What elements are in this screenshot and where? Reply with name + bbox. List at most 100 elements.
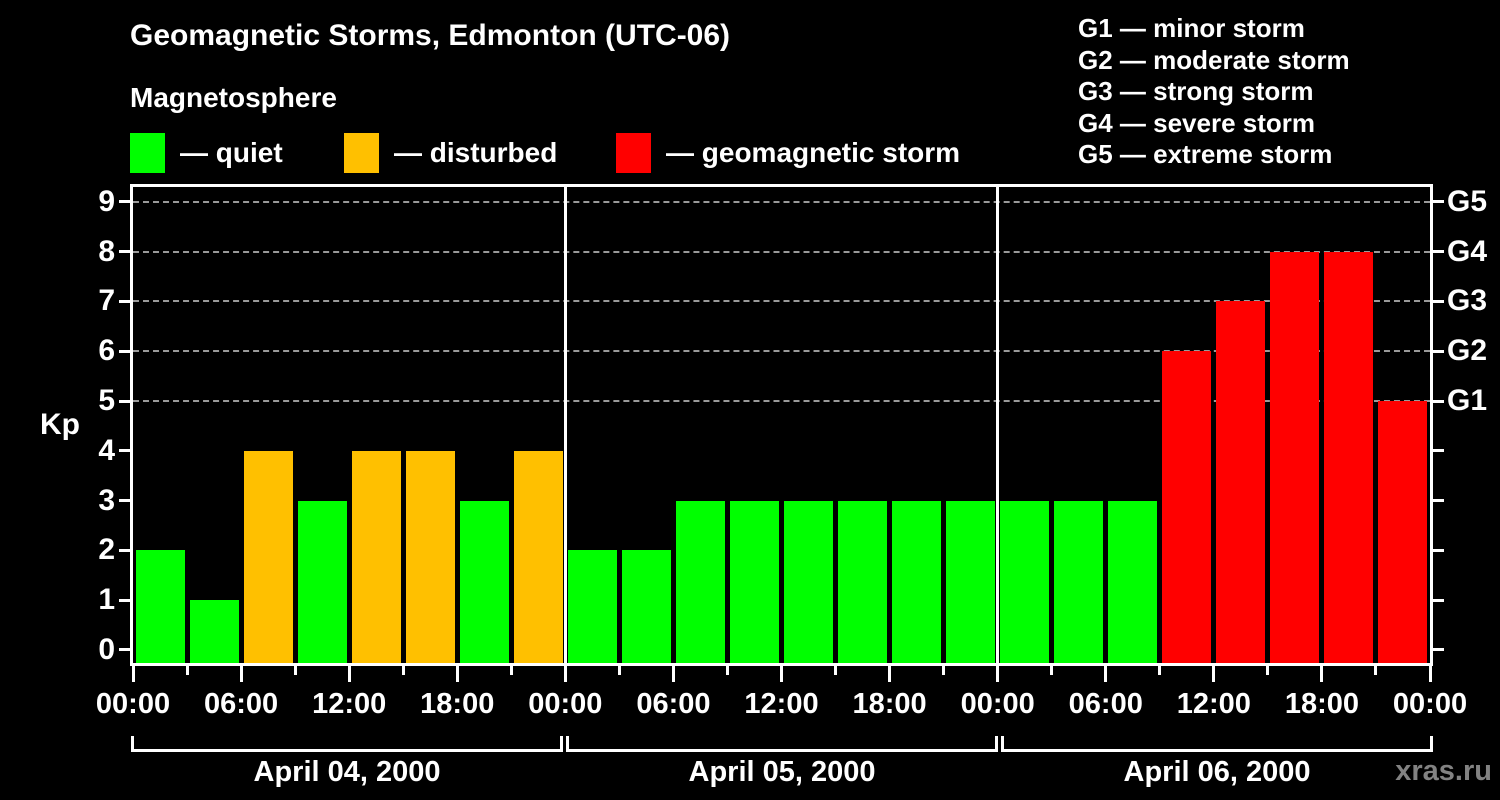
y-tick-label: 1 xyxy=(98,583,115,617)
y-axis-tick xyxy=(119,349,130,353)
kp-bar xyxy=(1108,500,1158,663)
kp-bar xyxy=(729,500,779,663)
kp-bar xyxy=(1162,351,1212,663)
kp-bar xyxy=(946,500,996,663)
y-tick-label: 3 xyxy=(98,483,115,517)
x-tick-label: 06:00 xyxy=(636,688,711,720)
x-axis-tick xyxy=(293,666,297,675)
kp-bar xyxy=(189,600,239,663)
x-axis-tick xyxy=(671,666,675,682)
date-label-day2: April 05, 2000 xyxy=(688,756,876,788)
legend-item-label: — geomagnetic storm xyxy=(666,137,961,168)
y-tick-label: 6 xyxy=(98,334,115,368)
legend-item-label: — disturbed xyxy=(394,137,558,168)
storm-scale-line-g3: G3 — strong storm xyxy=(1078,76,1314,106)
x-axis-tick xyxy=(347,666,351,682)
day-bracket-2 xyxy=(566,736,998,752)
page-title: Geomagnetic Storms, Edmonton (UTC-06) xyxy=(130,19,731,52)
y-axis-title: Kp xyxy=(40,408,80,441)
day-bracket-1 xyxy=(131,736,563,752)
x-axis-tick xyxy=(509,666,513,675)
kp-bar xyxy=(838,500,888,663)
x-axis-tick xyxy=(780,666,783,682)
y-axis-tick xyxy=(119,648,130,652)
x-axis-tick xyxy=(455,666,459,682)
x-tick-label: 18:00 xyxy=(1284,688,1359,720)
y-axis-tick-right xyxy=(1433,499,1444,503)
kp-bar xyxy=(621,550,671,663)
y-tick-label: 0 xyxy=(98,632,115,666)
x-axis-tick xyxy=(1266,666,1270,675)
y-axis-tick xyxy=(119,449,130,453)
y-tick-label: 7 xyxy=(98,284,115,318)
right-axis-label-g5: G5 xyxy=(1447,184,1488,218)
kp-bar xyxy=(1378,401,1428,663)
legend-item-storm: — geomagnetic storm xyxy=(616,133,960,173)
y-axis-tick xyxy=(119,200,130,204)
legend-item-disturbed: — disturbed xyxy=(344,133,557,173)
x-tick-label: 00:00 xyxy=(528,688,603,720)
kp-bar xyxy=(784,500,834,663)
kp-bar xyxy=(1000,500,1050,663)
kp-bar xyxy=(892,500,942,663)
plot-area: 0 1 2 3 4 5 6 7 8 9 G1 G2 G3 G4 G5 00:00 06:00 12:00 18:00… xyxy=(96,185,1487,720)
date-label-day3: April 06, 2000 xyxy=(1123,756,1311,788)
y-axis-tick-right xyxy=(1433,449,1444,453)
storm-scale-line-g1: G1 — minor storm xyxy=(1078,13,1305,43)
x-axis-tick xyxy=(1050,666,1054,675)
day-bracket-3 xyxy=(1001,736,1433,752)
y-axis-tick-right xyxy=(1433,399,1444,403)
disturbed-color-swatch xyxy=(344,133,379,173)
y-axis-tick-right xyxy=(1433,548,1444,552)
right-axis-label-g4: G4 xyxy=(1447,234,1488,268)
kp-bar xyxy=(459,500,509,663)
x-tick-label: 18:00 xyxy=(852,688,927,720)
gridline-kp7 xyxy=(133,300,1430,303)
gridline-kp9 xyxy=(133,200,1430,203)
kp-bar xyxy=(405,450,455,663)
legend-item-quiet: — quiet xyxy=(130,133,283,173)
y-axis-tick-right xyxy=(1433,250,1444,254)
x-tick-label: 00:00 xyxy=(960,688,1035,720)
y-tick-label: 5 xyxy=(98,384,115,418)
gridline-kp6 xyxy=(133,350,1430,353)
x-axis-tick xyxy=(725,666,729,675)
x-axis-tick xyxy=(131,666,135,682)
x-axis-tick xyxy=(888,666,892,682)
x-axis-tick xyxy=(1212,666,1216,682)
y-tick-label: 2 xyxy=(98,533,115,567)
kp-bar xyxy=(135,550,185,663)
legend-heading: Magnetosphere xyxy=(130,82,337,113)
date-label-day1: April 04, 2000 xyxy=(253,756,441,788)
y-axis-tick-right xyxy=(1433,349,1444,353)
x-tick-label: 06:00 xyxy=(1068,688,1143,720)
x-axis-tick xyxy=(1374,666,1378,675)
plot-frame: 0 1 2 3 4 5 6 7 8 9 G1 G2 G3 G4 G5 00:00 06:00 12:00 18:00… xyxy=(96,184,1487,720)
x-axis-tick xyxy=(1320,666,1324,682)
y-axis-tick xyxy=(119,499,130,503)
kp-bar xyxy=(513,450,563,663)
kp-bar xyxy=(1054,500,1104,663)
kp-bar xyxy=(567,550,617,663)
x-tick-label: 06:00 xyxy=(203,688,279,720)
legend-item-label: — quiet xyxy=(180,137,283,168)
kp-bar xyxy=(297,500,347,663)
x-tick-label: 00:00 xyxy=(1392,688,1468,720)
x-tick-label: 12:00 xyxy=(312,688,387,720)
kp-bar xyxy=(243,450,293,663)
kp-bar xyxy=(351,450,401,663)
x-axis-tick xyxy=(1104,666,1108,682)
day-separator xyxy=(996,187,1000,663)
x-tick-label: 00:00 xyxy=(95,688,171,720)
x-axis-tick xyxy=(401,666,405,675)
y-axis-tick xyxy=(119,548,130,552)
x-axis-tick xyxy=(942,666,946,675)
right-axis-label-g1: G1 xyxy=(1447,384,1488,418)
y-tick-label: 9 xyxy=(98,184,115,218)
kp-bar xyxy=(1216,301,1266,663)
x-tick-label: 12:00 xyxy=(1176,688,1251,720)
quiet-color-swatch xyxy=(130,133,165,173)
x-axis-tick xyxy=(996,666,1000,682)
kp-bar xyxy=(1324,251,1374,663)
y-axis-tick xyxy=(119,598,130,602)
